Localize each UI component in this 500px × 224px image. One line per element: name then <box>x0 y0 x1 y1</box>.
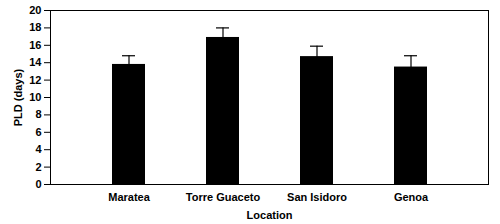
svg-text:12: 12 <box>29 74 41 86</box>
svg-text:San Isidoro: San Isidoro <box>287 191 347 203</box>
svg-text:14: 14 <box>29 56 42 68</box>
svg-text:8: 8 <box>35 108 41 120</box>
svg-text:16: 16 <box>29 39 41 51</box>
svg-text:6: 6 <box>35 126 41 138</box>
svg-text:Location: Location <box>247 209 293 221</box>
svg-text:0: 0 <box>35 178 41 190</box>
svg-text:Torre Guaceto: Torre Guaceto <box>186 191 261 203</box>
svg-text:2: 2 <box>35 161 41 173</box>
svg-text:Genoa: Genoa <box>394 191 429 203</box>
svg-text:PLD (days): PLD (days) <box>12 68 24 126</box>
svg-text:Maratea: Maratea <box>108 191 150 203</box>
svg-text:10: 10 <box>29 91 41 103</box>
svg-text:18: 18 <box>29 21 41 33</box>
svg-text:4: 4 <box>35 143 42 155</box>
svg-text:20: 20 <box>29 4 41 16</box>
